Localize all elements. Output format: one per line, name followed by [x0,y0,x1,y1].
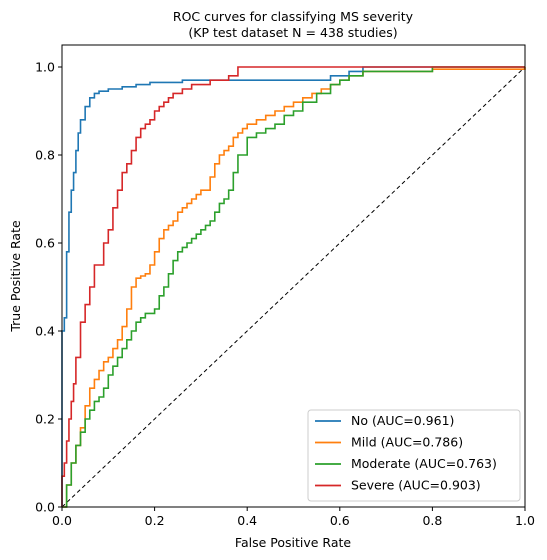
legend-box [307,409,521,502]
x-tick-label: 0.6 [330,513,350,528]
legend-label-1: Mild (AUC=0.786) [351,435,463,450]
plot-area [61,44,526,508]
y-tick-label: 0.0 [35,500,55,515]
x-tick-label: 0.0 [52,513,72,528]
reference-diagonal-line [61,66,526,508]
series-line-0 [61,66,525,507]
x-tick-label: 0.4 [237,513,257,528]
x-tick-label: 1.0 [515,513,535,528]
x-axis-label: False Positive Rate [235,535,351,550]
series-line-3 [61,66,525,507]
chart-subtitle: (KP test dataset N = 438 studies) [188,25,397,40]
plot-frame [61,44,526,508]
series-group [61,66,526,508]
y-tick-label: 0.2 [35,412,55,427]
legend-label-2: Moderate (AUC=0.763) [351,456,497,471]
y-axis-label: True Positive Rate [8,220,23,333]
y-axis-ticks: 0.0 0.2 0.4 0.6 0.8 1.0 [35,60,62,515]
x-tick-label: 0.2 [145,513,165,528]
y-tick-label: 0.6 [35,236,55,251]
legend-label-3: Severe (AUC=0.903) [351,478,481,493]
y-tick-label: 0.4 [35,324,55,339]
chart-title: ROC curves for classifying MS severity [173,9,414,24]
series-line-2 [62,66,525,508]
series-line-1 [62,67,526,508]
x-tick-label: 0.8 [422,513,442,528]
legend-label-0: No (AUC=0.961) [351,413,454,428]
legend: No (AUC=0.961) Mild (AUC=0.786) Moderate (… [307,409,521,502]
y-tick-label: 1.0 [35,60,55,75]
x-axis-ticks: 0.0 0.2 0.4 0.6 0.8 1.0 [52,507,535,528]
y-tick-label: 0.8 [35,148,55,163]
